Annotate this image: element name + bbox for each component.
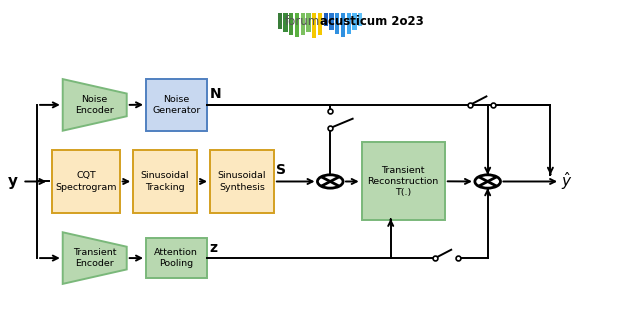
Text: acusticum 2o23: acusticum 2o23 — [320, 15, 424, 28]
FancyBboxPatch shape — [52, 150, 120, 213]
FancyBboxPatch shape — [133, 150, 197, 213]
FancyBboxPatch shape — [353, 13, 356, 30]
Text: CQT
Spectrogram: CQT Spectrogram — [55, 171, 117, 191]
Circle shape — [475, 175, 500, 188]
Text: Noise
Generator: Noise Generator — [152, 95, 200, 115]
FancyBboxPatch shape — [341, 13, 345, 37]
Text: $\hat{y}$: $\hat{y}$ — [561, 170, 572, 192]
FancyBboxPatch shape — [278, 13, 282, 29]
Text: forum: forum — [285, 15, 320, 28]
FancyBboxPatch shape — [362, 142, 445, 220]
FancyBboxPatch shape — [146, 79, 207, 131]
Polygon shape — [63, 79, 127, 131]
Text: Sinusoidal
Synthesis: Sinusoidal Synthesis — [218, 171, 266, 191]
FancyBboxPatch shape — [324, 13, 328, 26]
Text: z: z — [209, 241, 218, 255]
Text: N: N — [209, 87, 221, 101]
FancyBboxPatch shape — [210, 150, 274, 213]
Circle shape — [317, 175, 343, 188]
FancyBboxPatch shape — [301, 13, 305, 35]
Text: Attention
Pooling: Attention Pooling — [154, 248, 198, 268]
Text: S: S — [276, 164, 287, 177]
Text: y: y — [8, 174, 18, 189]
Text: Transient
Reconstruction
T(.): Transient Reconstruction T(.) — [367, 166, 439, 197]
FancyBboxPatch shape — [330, 13, 333, 30]
Text: Noise
Encoder: Noise Encoder — [76, 95, 114, 115]
Text: Transient
Encoder: Transient Encoder — [73, 248, 116, 268]
FancyBboxPatch shape — [284, 13, 287, 32]
FancyBboxPatch shape — [307, 13, 310, 32]
Text: Sinusoidal
Tracking: Sinusoidal Tracking — [141, 171, 189, 191]
FancyBboxPatch shape — [146, 238, 207, 278]
FancyBboxPatch shape — [289, 13, 293, 35]
FancyBboxPatch shape — [295, 13, 299, 37]
FancyBboxPatch shape — [312, 13, 316, 38]
FancyBboxPatch shape — [335, 13, 339, 34]
FancyBboxPatch shape — [318, 13, 322, 35]
FancyBboxPatch shape — [347, 13, 351, 34]
FancyBboxPatch shape — [358, 13, 362, 26]
Polygon shape — [63, 232, 127, 284]
